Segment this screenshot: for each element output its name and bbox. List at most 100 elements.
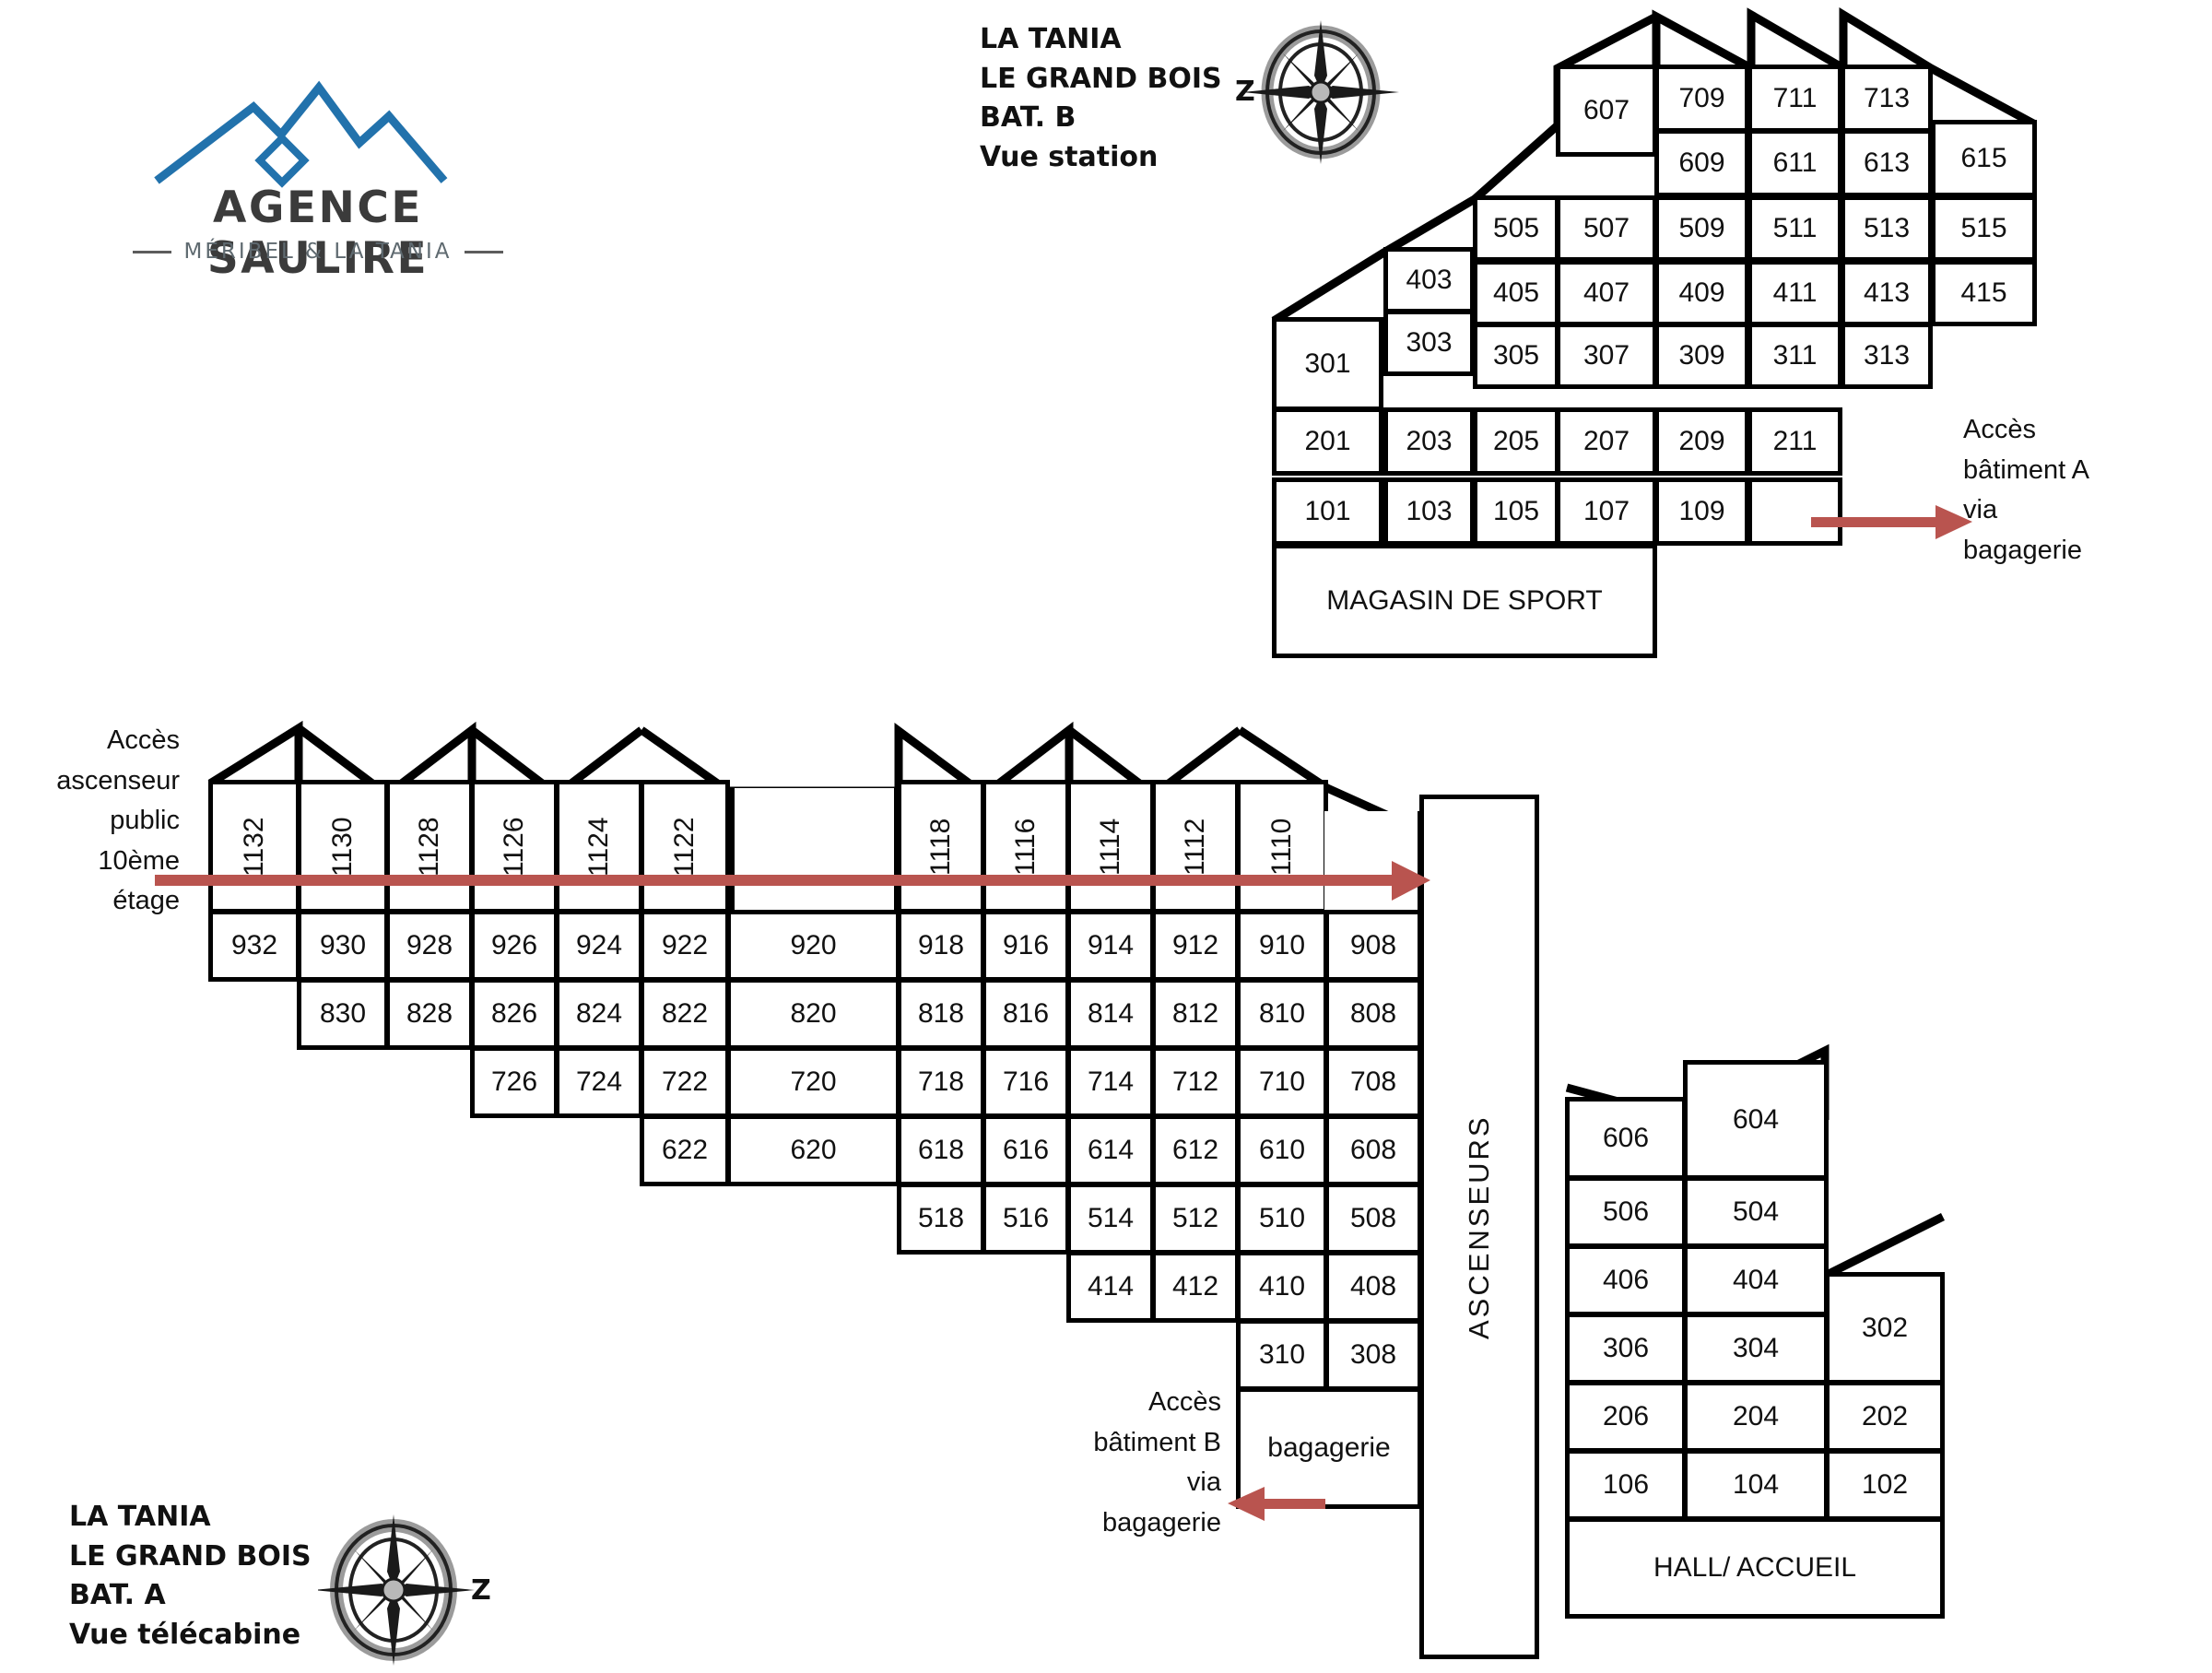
unit-103[interactable]: 103 [1383, 477, 1475, 546]
unit-202[interactable]: 202 [1825, 1381, 1945, 1453]
unit-718[interactable]: 718 [897, 1046, 985, 1118]
unit-1132[interactable]: 1132 [208, 780, 300, 913]
unit-509[interactable]: 509 [1654, 195, 1749, 262]
unit-414[interactable]: 414 [1066, 1251, 1155, 1323]
unit-622[interactable]: 622 [640, 1114, 730, 1186]
unit-211[interactable]: 211 [1747, 407, 1842, 476]
unit-826[interactable]: 826 [470, 978, 559, 1050]
unit-409[interactable]: 409 [1654, 260, 1749, 326]
unit-306[interactable]: 306 [1565, 1313, 1687, 1384]
unit-311[interactable]: 311 [1747, 323, 1842, 389]
unit-304[interactable]: 304 [1683, 1313, 1829, 1384]
unit-309[interactable]: 309 [1654, 323, 1749, 389]
unit-207[interactable]: 207 [1556, 407, 1657, 476]
unit-818[interactable]: 818 [897, 978, 985, 1050]
unit-816[interactable]: 816 [982, 978, 1070, 1050]
unit-708[interactable]: 708 [1324, 1046, 1422, 1118]
unit-822[interactable]: 822 [640, 978, 730, 1050]
unit-830[interactable]: 830 [297, 978, 389, 1050]
unit-607[interactable]: 607 [1556, 65, 1657, 157]
unit-726[interactable]: 726 [470, 1046, 559, 1118]
unit-518[interactable]: 518 [897, 1183, 985, 1255]
unit-512[interactable]: 512 [1151, 1183, 1240, 1255]
unit-608[interactable]: 608 [1324, 1114, 1422, 1186]
unit-102[interactable]: 102 [1825, 1449, 1945, 1521]
unit-204[interactable]: 204 [1683, 1381, 1829, 1453]
unit-920[interactable]: 920 [726, 910, 900, 982]
unit-413[interactable]: 413 [1841, 260, 1933, 326]
unit-412[interactable]: 412 [1151, 1251, 1240, 1323]
unit-908[interactable]: 908 [1324, 910, 1422, 982]
unit-209[interactable]: 209 [1654, 407, 1749, 476]
unit-620[interactable]: 620 [726, 1114, 900, 1186]
unit-613[interactable]: 613 [1841, 129, 1933, 197]
unit-712[interactable]: 712 [1151, 1046, 1240, 1118]
unit-914[interactable]: 914 [1066, 910, 1155, 982]
unit-1122[interactable]: 1122 [640, 780, 730, 913]
unit-206[interactable]: 206 [1565, 1381, 1687, 1453]
unit-403[interactable]: 403 [1383, 247, 1475, 313]
unit-924[interactable]: 924 [555, 910, 643, 982]
unit-516[interactable]: 516 [982, 1183, 1070, 1255]
magasin-de-sport[interactable]: MAGASIN DE SPORT [1272, 544, 1657, 658]
unit-415[interactable]: 415 [1931, 260, 2037, 326]
unit-407[interactable]: 407 [1556, 260, 1657, 326]
unit-310[interactable]: 310 [1236, 1319, 1328, 1391]
unit-410[interactable]: 410 [1236, 1251, 1328, 1323]
unit-507[interactable]: 507 [1556, 195, 1657, 262]
unit-910[interactable]: 910 [1236, 910, 1328, 982]
unit-926[interactable]: 926 [470, 910, 559, 982]
unit-105[interactable]: 105 [1473, 477, 1559, 546]
unit-302[interactable]: 302 [1825, 1272, 1945, 1384]
unit-515[interactable]: 515 [1931, 195, 2037, 262]
unit-710[interactable]: 710 [1236, 1046, 1328, 1118]
unit-932[interactable]: 932 [208, 910, 300, 982]
unit-511[interactable]: 511 [1747, 195, 1842, 262]
unit-814[interactable]: 814 [1066, 978, 1155, 1050]
unit-618[interactable]: 618 [897, 1114, 985, 1186]
unit-404[interactable]: 404 [1683, 1244, 1829, 1316]
unit-1110[interactable]: 1110 [1236, 780, 1328, 913]
unit-611[interactable]: 611 [1747, 129, 1842, 197]
unit-313[interactable]: 313 [1841, 323, 1933, 389]
unit-308[interactable]: 308 [1324, 1319, 1422, 1391]
unit-916[interactable]: 916 [982, 910, 1070, 982]
unit-1126[interactable]: 1126 [470, 780, 559, 913]
unit-610[interactable]: 610 [1236, 1114, 1328, 1186]
unit-930[interactable]: 930 [297, 910, 389, 982]
unit-609[interactable]: 609 [1654, 129, 1749, 197]
unit-1118[interactable]: 1118 [897, 780, 985, 913]
unit-922[interactable]: 922 [640, 910, 730, 982]
unit-106[interactable]: 106 [1565, 1449, 1687, 1521]
unit-912[interactable]: 912 [1151, 910, 1240, 982]
unit-615[interactable]: 615 [1931, 120, 2037, 197]
unit-720[interactable]: 720 [726, 1046, 900, 1118]
unit-722[interactable]: 722 [640, 1046, 730, 1118]
unit-918[interactable]: 918 [897, 910, 985, 982]
unit-1130[interactable]: 1130 [297, 780, 389, 913]
unit-724[interactable]: 724 [555, 1046, 643, 1118]
unit-612[interactable]: 612 [1151, 1114, 1240, 1186]
unit-104[interactable]: 104 [1683, 1449, 1829, 1521]
unit-808[interactable]: 808 [1324, 978, 1422, 1050]
unit-714[interactable]: 714 [1066, 1046, 1155, 1118]
unit-709[interactable]: 709 [1654, 65, 1749, 133]
unit-406[interactable]: 406 [1565, 1244, 1687, 1316]
unit-201[interactable]: 201 [1272, 407, 1383, 476]
unit-1124[interactable]: 1124 [555, 780, 643, 913]
unit-1114[interactable]: 1114 [1066, 780, 1155, 913]
unit-513[interactable]: 513 [1841, 195, 1933, 262]
unit-514[interactable]: 514 [1066, 1183, 1155, 1255]
unit-303[interactable]: 303 [1383, 310, 1475, 376]
unit-713[interactable]: 713 [1841, 65, 1933, 133]
unit-508[interactable]: 508 [1324, 1183, 1422, 1255]
unit-101[interactable]: 101 [1272, 477, 1383, 546]
hall-accueil[interactable]: HALL/ ACCUEIL [1565, 1517, 1945, 1619]
unit-928[interactable]: 928 [385, 910, 474, 982]
unit-810[interactable]: 810 [1236, 978, 1328, 1050]
unit-1116[interactable]: 1116 [982, 780, 1070, 913]
unit-828[interactable]: 828 [385, 978, 474, 1050]
unit-109[interactable]: 109 [1654, 477, 1749, 546]
unit-606[interactable]: 606 [1565, 1097, 1687, 1180]
unit-616[interactable]: 616 [982, 1114, 1070, 1186]
